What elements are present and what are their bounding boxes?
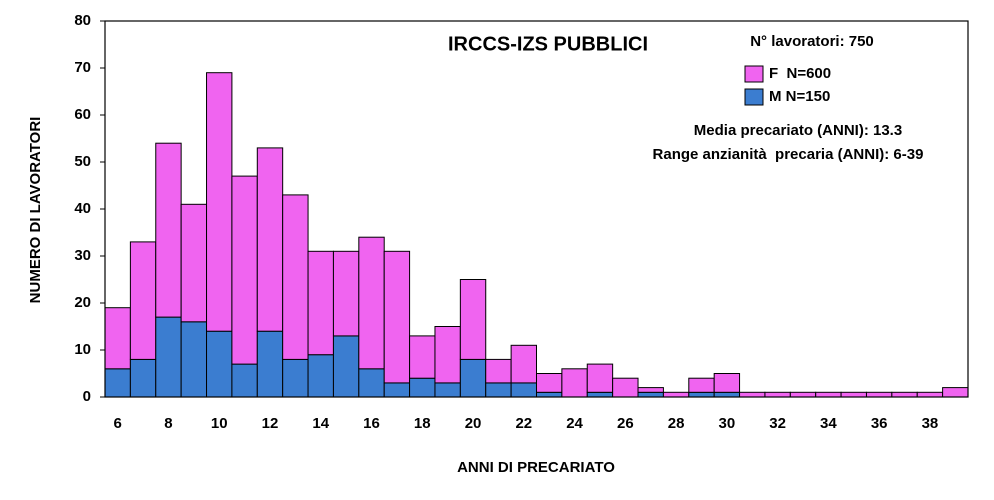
bar-segment [383, 250, 411, 384]
y-tick-label: 80 [74, 12, 91, 29]
bar-segment [231, 363, 258, 398]
bar-segment [688, 377, 715, 393]
bar-segment [510, 382, 537, 398]
bar-segment [104, 307, 131, 370]
bar-segment [129, 241, 157, 360]
bar-segment [332, 335, 360, 398]
bar-segment [662, 391, 690, 398]
x-tick-label: 10 [211, 415, 228, 432]
bar-segment [637, 387, 664, 393]
bar-segment [206, 330, 233, 398]
bar-segment [739, 391, 766, 398]
bar-segment [180, 321, 208, 398]
x-tick-label: 8 [164, 415, 172, 432]
x-tick-label: 36 [871, 415, 888, 432]
chart-title: IRCCS-IZS PUBBLICI [448, 33, 648, 55]
bar-segment [155, 142, 182, 318]
bar-segment [916, 391, 944, 398]
bar-segment [510, 344, 537, 384]
x-tick-label: 22 [515, 415, 532, 432]
y-tick-label: 50 [74, 153, 91, 170]
bar-segment [789, 391, 817, 398]
bar-segment [942, 387, 969, 398]
y-tick-label: 20 [74, 294, 91, 311]
bar-segment [459, 279, 487, 360]
y-tick-label: 0 [83, 388, 91, 405]
y-axis-label: NUMERO DI LAVORATORI [27, 117, 44, 304]
bar-segment [586, 391, 614, 398]
annotation: Range anzianità precaria (ANNI): 6-39 [653, 146, 924, 163]
bar-segment [307, 250, 334, 356]
bar-segment [256, 147, 284, 332]
bar-segment [409, 377, 436, 398]
bar-segment [434, 382, 461, 398]
bar-segment [891, 391, 918, 398]
bar-segment [307, 354, 334, 398]
bar-segment [332, 250, 360, 337]
x-tick-label: 38 [922, 415, 939, 432]
bar-segment [358, 368, 385, 398]
bar-segment [104, 368, 131, 398]
x-tick-label: 20 [465, 415, 482, 432]
bar-segment [129, 358, 157, 398]
bar-segment [713, 391, 741, 398]
bar-segment [815, 391, 842, 398]
legend-label: F N=600 [769, 65, 831, 82]
y-tick-label: 30 [74, 247, 91, 264]
bar-segment [434, 326, 461, 384]
y-tick-label: 40 [74, 200, 91, 217]
y-tick-label: 70 [74, 59, 91, 76]
x-tick-label: 14 [312, 415, 329, 432]
bar-segment [764, 391, 791, 398]
x-tick-label: 34 [820, 415, 837, 432]
legend-swatch [744, 65, 764, 83]
bar-segment [637, 391, 664, 398]
legend-swatch [744, 88, 764, 106]
bar-segment [282, 358, 309, 398]
bar-segment [688, 391, 715, 398]
y-tick-label: 10 [74, 341, 91, 358]
bar-segment [840, 391, 867, 398]
bar-segment [358, 236, 385, 370]
annotation: N° lavoratori: 750 [750, 33, 874, 50]
x-tick-label: 6 [114, 415, 122, 432]
bar-segment [459, 358, 487, 398]
x-tick-label: 12 [262, 415, 279, 432]
bar-segment [155, 316, 182, 398]
bar-segment [485, 358, 512, 384]
bar-segment [561, 368, 588, 398]
annotation: Media precariato (ANNI): 13.3 [694, 122, 902, 139]
bar-segment [180, 203, 208, 323]
bar-segment [536, 391, 563, 398]
x-tick-label: 32 [769, 415, 786, 432]
bar-segment [612, 377, 639, 398]
x-tick-label: 30 [719, 415, 736, 432]
bar-segment [282, 194, 309, 360]
legend-label: M N=150 [769, 88, 830, 105]
x-tick-label: 26 [617, 415, 634, 432]
bar-segment [256, 330, 284, 398]
bar-segment [713, 373, 741, 393]
bar-segment [485, 382, 512, 398]
bar-segment [206, 72, 233, 332]
plot-frame [104, 20, 969, 398]
x-tick-label: 24 [566, 415, 583, 432]
x-axis-label: ANNI DI PRECARIATO [457, 459, 615, 476]
x-tick-label: 28 [668, 415, 685, 432]
bar-segment [865, 391, 893, 398]
bar-segment [231, 175, 258, 365]
bar-segment [409, 335, 436, 379]
y-tick-label: 60 [74, 106, 91, 123]
x-tick-label: 16 [363, 415, 380, 432]
bar-segment [536, 373, 563, 393]
x-tick-label: 18 [414, 415, 431, 432]
bar-segment [586, 363, 614, 393]
bar-segment [383, 382, 411, 398]
